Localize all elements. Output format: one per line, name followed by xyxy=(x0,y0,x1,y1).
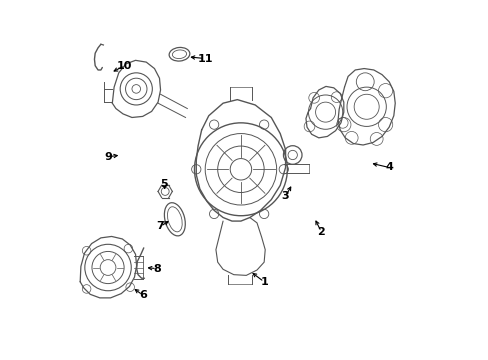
Text: 4: 4 xyxy=(385,162,392,172)
Text: 7: 7 xyxy=(156,221,164,231)
Text: 8: 8 xyxy=(153,264,161,274)
Text: 1: 1 xyxy=(260,277,267,287)
Text: 9: 9 xyxy=(104,152,112,162)
Text: 3: 3 xyxy=(281,191,289,201)
Text: 10: 10 xyxy=(117,61,132,71)
Text: 6: 6 xyxy=(139,290,146,300)
Text: 5: 5 xyxy=(160,179,167,189)
Text: 11: 11 xyxy=(197,54,212,64)
Text: 2: 2 xyxy=(317,227,325,237)
